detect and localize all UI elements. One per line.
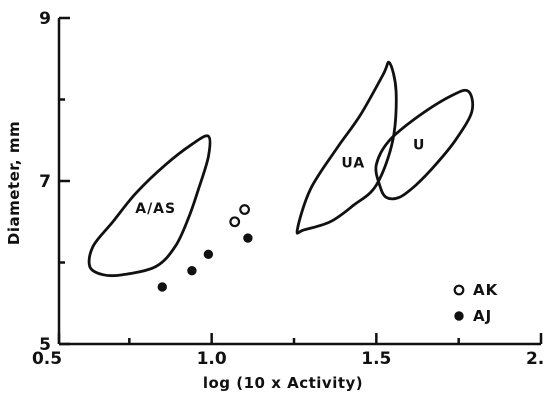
data-point-aj [187, 265, 197, 276]
legend: AK AJ [453, 281, 499, 325]
region-outline-a-as [87, 134, 212, 278]
data-point-aj [157, 282, 167, 292]
legend-label-ak: AK [473, 281, 499, 299]
y-tick-label: 9 [39, 9, 51, 29]
data-point-ak [239, 204, 251, 215]
x-tick-label: 1.5 [361, 349, 391, 369]
legend-marker-aj [454, 311, 464, 321]
region-label-a-as: A/AS [135, 201, 176, 217]
data-point-aj [203, 249, 214, 260]
data-point-aj [243, 233, 253, 243]
x-tick-label: 0.5 [32, 349, 62, 369]
x-tick-label: 2.0 [526, 349, 544, 369]
region-label-u: U [413, 137, 425, 153]
x-tick-label: 1.0 [197, 349, 227, 369]
region-outline-ua [295, 60, 398, 235]
y-axis-label: Diameter, mm [5, 121, 23, 245]
legend-label-aj: AJ [473, 307, 492, 325]
data-point-ak [229, 216, 241, 228]
x-axis-label: log (10 x Activity) [203, 374, 363, 392]
region-outline-u [374, 88, 475, 201]
data-points [157, 204, 253, 292]
y-tick-label: 7 [39, 172, 51, 192]
region-label-ua: UA [341, 155, 365, 171]
legend-marker-ak [453, 284, 465, 296]
regions: A/AS UA U [87, 60, 475, 278]
axes: 0.5 1.0 1.5 2.0 5 7 9 [32, 9, 544, 369]
y-tick-label: 5 [39, 335, 51, 355]
